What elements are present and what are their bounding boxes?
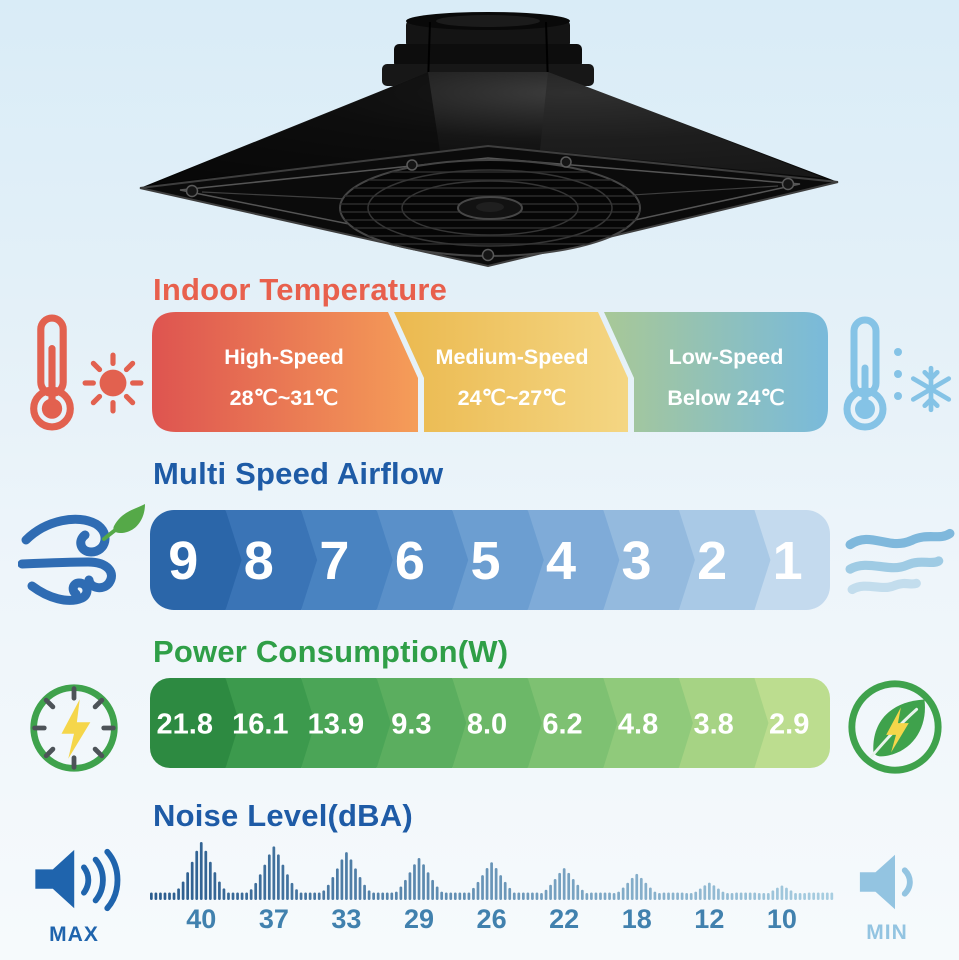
power-consumption-value: 8.0 [467,708,507,740]
airflow-title: Multi Speed Airflow [153,456,444,491]
temperature-banner: High-Speed 28℃~31℃ Medium-Speed 24℃~27℃ … [152,312,828,432]
hot-thermometer-icon [30,314,74,431]
screw-icons [185,156,795,262]
power-title: Power Consumption(W) [153,634,509,669]
noise-level-value: 10 [766,904,797,934]
speaker-min-icon [859,854,913,910]
noise-level-value: 33 [331,904,362,934]
lightning-bolt-icon [61,699,91,759]
power-consumption-value: 9.3 [391,708,431,740]
sun-icon [82,352,144,414]
min-label: MIN [866,921,908,944]
airflow-speed-value: 5 [470,531,500,591]
strong-wind-icon [18,504,145,605]
temperature-dots-icon [894,348,902,400]
lightning-bolt-icon [886,707,909,753]
airflow-speed-value: 4 [546,531,576,591]
noise-level-chart [150,842,834,900]
airflow-speed-value: 8 [244,531,274,591]
max-volume-group: MAX [30,846,134,947]
airflow-speed-value: 1 [773,531,803,591]
airflow-speed-value: 2 [697,531,727,591]
noise-level-value: 40 [186,904,217,934]
temp-low-label: Low-Speed [669,345,784,369]
eco-energy-icon [848,680,942,774]
snowflake-icon [910,365,952,413]
noise-level-values: 40 37 33 29 26 22 18 12 10 [150,904,835,940]
noise-level-value: 12 [694,904,725,934]
noise-level-value: 22 [549,904,580,934]
power-consumption-value: 6.2 [542,708,582,740]
airflow-speed-value: 6 [395,531,425,591]
airflow-speed-value: 7 [319,531,349,591]
duct-collar-icon [382,12,594,86]
noise-level-value: 29 [403,904,435,934]
noise-level-value: 37 [258,904,289,934]
hot-side-icons [24,314,146,432]
max-label: MAX [49,923,99,946]
power-meter-icon [30,684,118,772]
power-consumption-value: 21.8 [157,708,213,740]
airflow-speed-value: 9 [168,531,198,591]
temp-segment-medium [394,312,628,432]
gentle-breeze-icon [845,528,955,595]
power-consumption-bar: 21.8 16.1 13.9 9.3 8.0 6.2 4.8 3.8 2.9 [150,678,830,768]
temp-medium-range: 24℃~27℃ [458,386,567,410]
temp-segment-high [152,312,418,432]
product-image [139,12,839,268]
noise-level-value: 18 [621,904,652,934]
noise-level-value: 26 [476,904,507,934]
noise-title: Noise Level(dBA) [153,798,413,833]
temp-high-range: 28℃~31℃ [230,386,339,410]
fan-grille-icon [339,159,641,257]
power-consumption-value: 3.8 [693,708,733,740]
temp-medium-label: Medium-Speed [436,345,589,369]
min-volume-group: MIN [856,850,936,945]
temp-low-range: Below 24℃ [667,386,784,410]
temperature-title: Indoor Temperature [153,272,448,307]
temp-high-label: High-Speed [224,345,343,369]
power-consumption-value: 2.9 [769,708,809,740]
power-consumption-value: 13.9 [308,708,364,740]
cold-thermometer-icon [843,316,887,431]
cold-side-icons [838,316,956,434]
temp-segment-low [604,312,828,432]
speaker-max-icon [35,848,121,912]
power-consumption-value: 16.1 [232,708,288,740]
power-consumption-value: 4.8 [618,708,658,740]
airflow-speed-value: 3 [622,531,652,591]
